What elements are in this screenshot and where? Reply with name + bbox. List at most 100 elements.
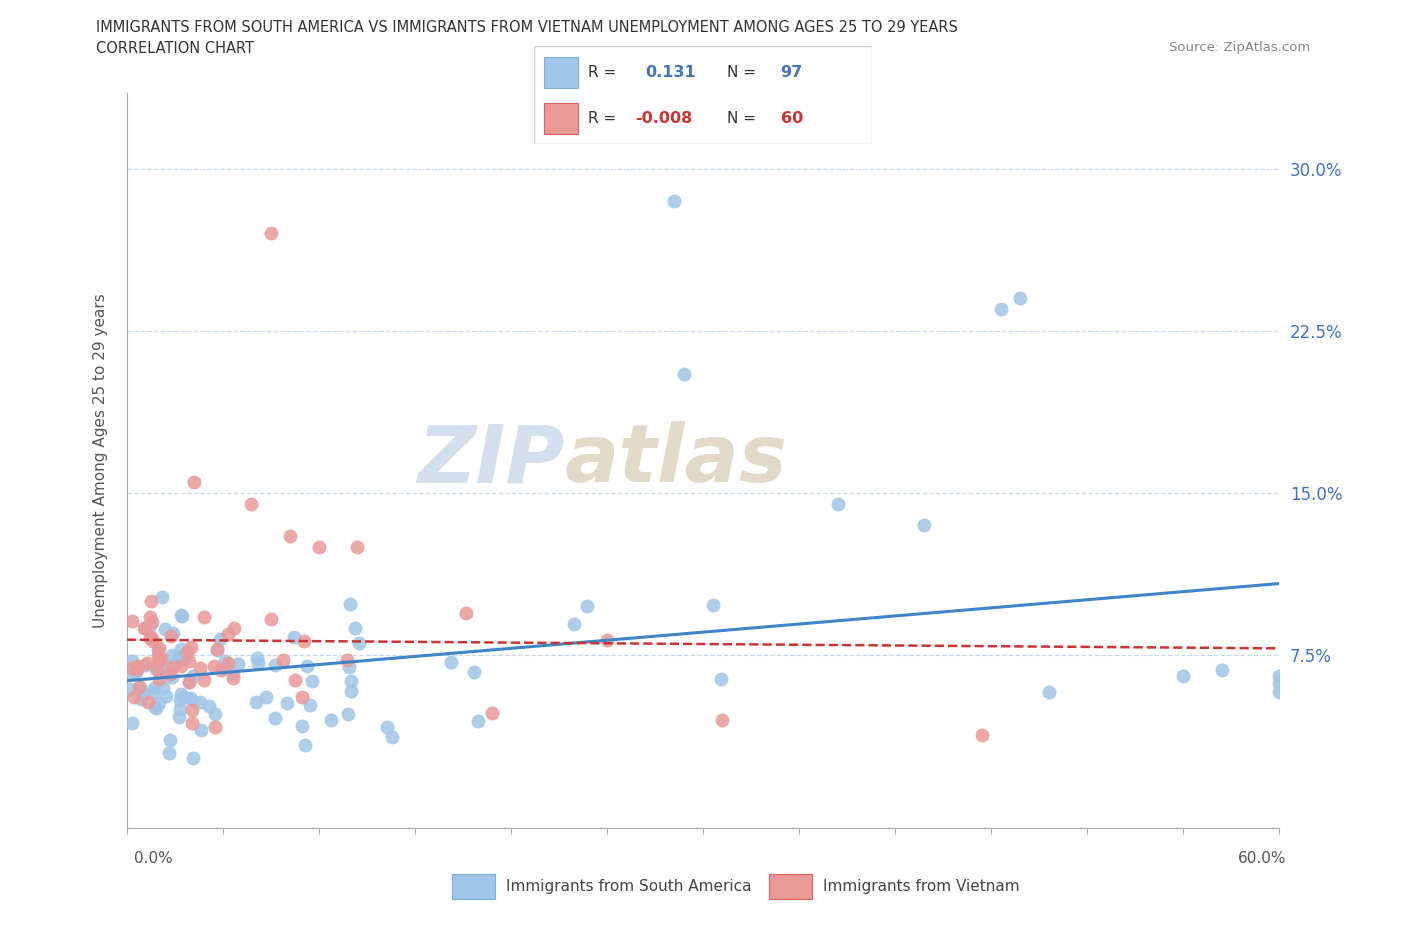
Point (308, 539, 330, 554)
Point (292, 633, 315, 648)
Point (169, 693, 191, 708)
Text: R =: R = (588, 65, 616, 80)
Point (173, 689, 195, 704)
Point (128, 680, 150, 695)
Point (148, 641, 170, 656)
Point (222, 620, 245, 635)
Point (170, 607, 193, 622)
Point (205, 643, 228, 658)
Point (283, 630, 305, 644)
Y-axis label: Unemployment Among Ages 25 to 29 years: Unemployment Among Ages 25 to 29 years (93, 293, 108, 628)
Point (217, 655, 239, 670)
Point (127, 661, 149, 676)
Text: 60: 60 (780, 112, 803, 126)
Point (138, 695, 160, 710)
Point (246, 656, 269, 671)
Point (150, 590, 173, 604)
Point (181, 669, 204, 684)
Point (142, 633, 165, 648)
Point (143, 700, 166, 715)
Point (672, 366, 695, 381)
Point (170, 658, 193, 673)
Point (340, 684, 363, 698)
Point (136, 656, 159, 671)
Point (176, 644, 198, 659)
Point (481, 706, 503, 721)
Point (142, 681, 165, 696)
Point (381, 730, 404, 745)
Point (180, 693, 202, 708)
Point (349, 635, 371, 650)
Point (134, 621, 156, 636)
Point (177, 674, 200, 689)
Point (711, 712, 734, 727)
Point (155, 658, 177, 672)
Point (278, 528, 301, 543)
Point (132, 686, 155, 701)
Point (970, 727, 993, 742)
Point (339, 596, 361, 611)
Point (294, 737, 316, 752)
Point (260, 612, 283, 627)
Point (454, 605, 477, 620)
Point (118, 682, 141, 697)
Text: CORRELATION CHART: CORRELATION CHART (96, 41, 253, 56)
Point (211, 662, 233, 677)
FancyBboxPatch shape (534, 46, 872, 144)
Point (1173, 669, 1195, 684)
Point (170, 609, 193, 624)
Point (208, 631, 231, 646)
Point (190, 723, 212, 737)
Point (155, 688, 177, 703)
Point (467, 714, 489, 729)
Point (226, 657, 249, 671)
Point (160, 648, 183, 663)
Point (162, 626, 184, 641)
Point (596, 632, 619, 647)
Text: 97: 97 (780, 65, 803, 80)
Point (148, 696, 170, 711)
Point (263, 658, 285, 672)
Point (159, 733, 181, 748)
Bar (769, 874, 811, 898)
Point (215, 660, 238, 675)
Point (180, 639, 202, 654)
Point (339, 659, 361, 674)
Text: ZIP: ZIP (418, 421, 565, 499)
Point (1268, 675, 1291, 690)
Point (179, 690, 201, 705)
Point (336, 707, 359, 722)
Point (291, 719, 314, 734)
Point (122, 690, 145, 705)
Point (121, 614, 143, 629)
Point (121, 654, 143, 669)
Point (271, 653, 294, 668)
Point (246, 651, 269, 666)
Point (142, 685, 165, 700)
Point (139, 610, 162, 625)
Point (170, 687, 193, 702)
Point (141, 594, 163, 609)
Point (204, 720, 226, 735)
Point (179, 674, 201, 689)
Point (245, 694, 267, 709)
Point (1268, 669, 1291, 684)
Point (121, 660, 143, 675)
Point (346, 539, 368, 554)
Point (141, 615, 163, 630)
Point (160, 629, 183, 644)
Text: Immigrants from Vietnam: Immigrants from Vietnam (824, 879, 1019, 894)
Point (259, 226, 281, 241)
Point (204, 658, 226, 673)
Point (284, 672, 307, 687)
Point (145, 700, 167, 715)
FancyBboxPatch shape (544, 58, 578, 88)
Point (162, 670, 184, 684)
Point (1211, 662, 1233, 677)
Point (183, 751, 205, 765)
Point (222, 671, 245, 685)
Point (148, 648, 170, 663)
Point (188, 695, 211, 710)
Point (336, 653, 359, 668)
Point (160, 660, 183, 675)
